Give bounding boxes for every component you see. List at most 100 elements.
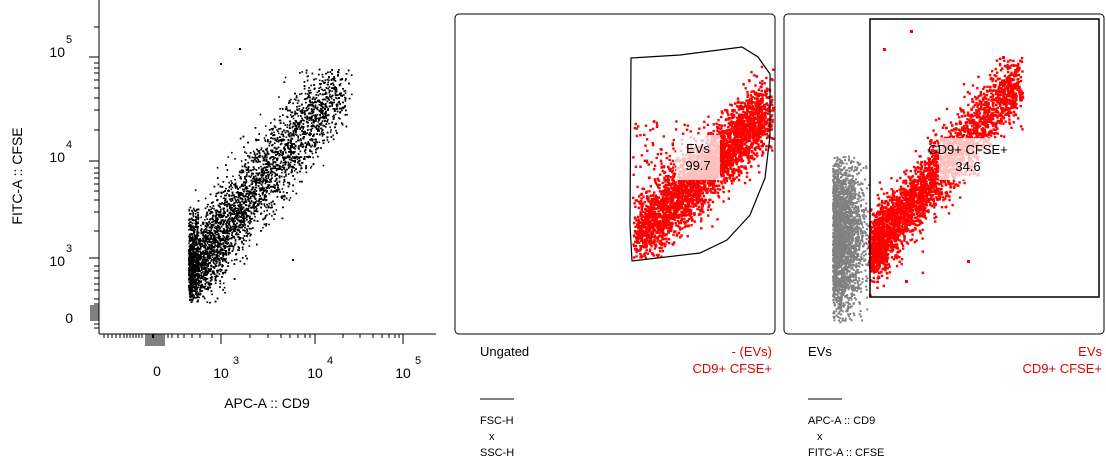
scatter-point — [220, 203, 222, 206]
scatter-point — [287, 154, 289, 157]
scatter-point — [280, 149, 283, 152]
scatter-point — [238, 229, 241, 231]
scatter-point — [269, 166, 272, 168]
scatter-point — [225, 245, 227, 247]
scatter-point — [199, 284, 202, 287]
scatter-point — [307, 89, 310, 92]
scatter-point — [253, 203, 255, 205]
scatter-point — [309, 89, 312, 92]
scatter-point — [293, 163, 296, 166]
scatter-point — [300, 121, 302, 124]
scatter-point — [202, 271, 204, 273]
scatter-point — [310, 165, 313, 168]
scatter-point — [300, 138, 302, 140]
scatter-point — [204, 288, 207, 290]
scatter-point — [255, 183, 257, 185]
scatter-point — [310, 146, 312, 148]
scatter-point — [310, 130, 313, 132]
scatter-point — [203, 258, 206, 260]
scatter-point — [267, 166, 269, 168]
scatter-point — [214, 222, 217, 225]
scatter-point — [249, 234, 251, 237]
scatter-point — [300, 164, 302, 167]
scatter-point — [242, 248, 244, 251]
scatter-point — [200, 224, 202, 227]
scatter-point — [228, 195, 230, 198]
scatter-point — [243, 229, 245, 232]
scatter-point — [270, 174, 273, 177]
scatter-point — [274, 172, 276, 175]
scatter-point — [269, 172, 272, 175]
scatter-point — [276, 129, 278, 131]
scatter-point — [270, 180, 273, 183]
scatter-point — [248, 175, 250, 177]
scatter-point — [278, 181, 281, 183]
scatter-point — [238, 249, 240, 251]
scatter-point — [227, 225, 229, 227]
scatter-point — [321, 135, 324, 137]
scatter-point — [194, 189, 197, 191]
scatter-point — [288, 166, 290, 168]
scatter-point — [268, 144, 270, 147]
scatter-point — [298, 126, 300, 128]
scatter-point — [273, 190, 275, 192]
scatter-point — [223, 271, 225, 274]
scatter-point — [212, 256, 214, 259]
scatter-point — [301, 133, 304, 135]
scatter-point — [258, 193, 260, 196]
scatter-point — [296, 125, 298, 127]
scatter-point — [255, 157, 257, 160]
scatter-point — [198, 296, 201, 299]
scatter-point — [200, 274, 203, 277]
scatter-point — [213, 226, 216, 229]
scatter-point — [252, 150, 255, 153]
scatter-point — [240, 160, 243, 162]
scatter-point — [220, 195, 222, 198]
scatter-point — [266, 147, 268, 150]
scatter-point — [233, 183, 235, 186]
scatter-point — [210, 241, 212, 243]
scatter-point — [215, 225, 217, 228]
scatter-point — [270, 163, 272, 165]
scatter-point — [286, 124, 289, 126]
scatter-point — [234, 185, 237, 188]
scatter-point — [223, 214, 225, 217]
scatter-point — [337, 75, 339, 77]
scatter-point — [262, 179, 265, 182]
scatter-point — [227, 156, 230, 158]
scatter-point — [249, 202, 252, 204]
scatter-point — [219, 270, 222, 273]
scatter-point — [214, 232, 217, 235]
scatter-point — [200, 267, 203, 269]
scatter-point — [328, 77, 330, 79]
scatter-point — [319, 111, 322, 114]
scatter-point — [216, 221, 219, 223]
scatter-point — [318, 99, 320, 102]
scatter-point — [219, 259, 221, 262]
scatter-point — [214, 265, 217, 267]
scatter-point — [275, 167, 278, 170]
scatter-point — [306, 97, 308, 100]
scatter-point — [266, 163, 269, 166]
scatter-point — [290, 169, 293, 171]
scatter-point — [282, 184, 285, 186]
scatter-point — [344, 100, 347, 102]
scatter-point — [346, 113, 348, 116]
scatter-point — [289, 197, 292, 199]
scatter-point — [296, 156, 298, 159]
scatter-point — [237, 191, 239, 193]
scatter-point — [308, 119, 310, 121]
scatter-point — [267, 184, 269, 186]
scatter-point — [289, 101, 291, 104]
scatter-point — [282, 191, 285, 193]
scatter-point — [204, 228, 207, 230]
scatter-point — [328, 79, 330, 82]
scatter-point — [196, 290, 199, 293]
scatter-point — [254, 210, 256, 212]
scatter-point — [321, 101, 324, 104]
scatter-point — [261, 181, 264, 184]
scatter-point — [219, 249, 221, 251]
scatter-point — [230, 200, 232, 202]
scatter-point — [193, 233, 196, 236]
scatter-point — [286, 130, 288, 132]
